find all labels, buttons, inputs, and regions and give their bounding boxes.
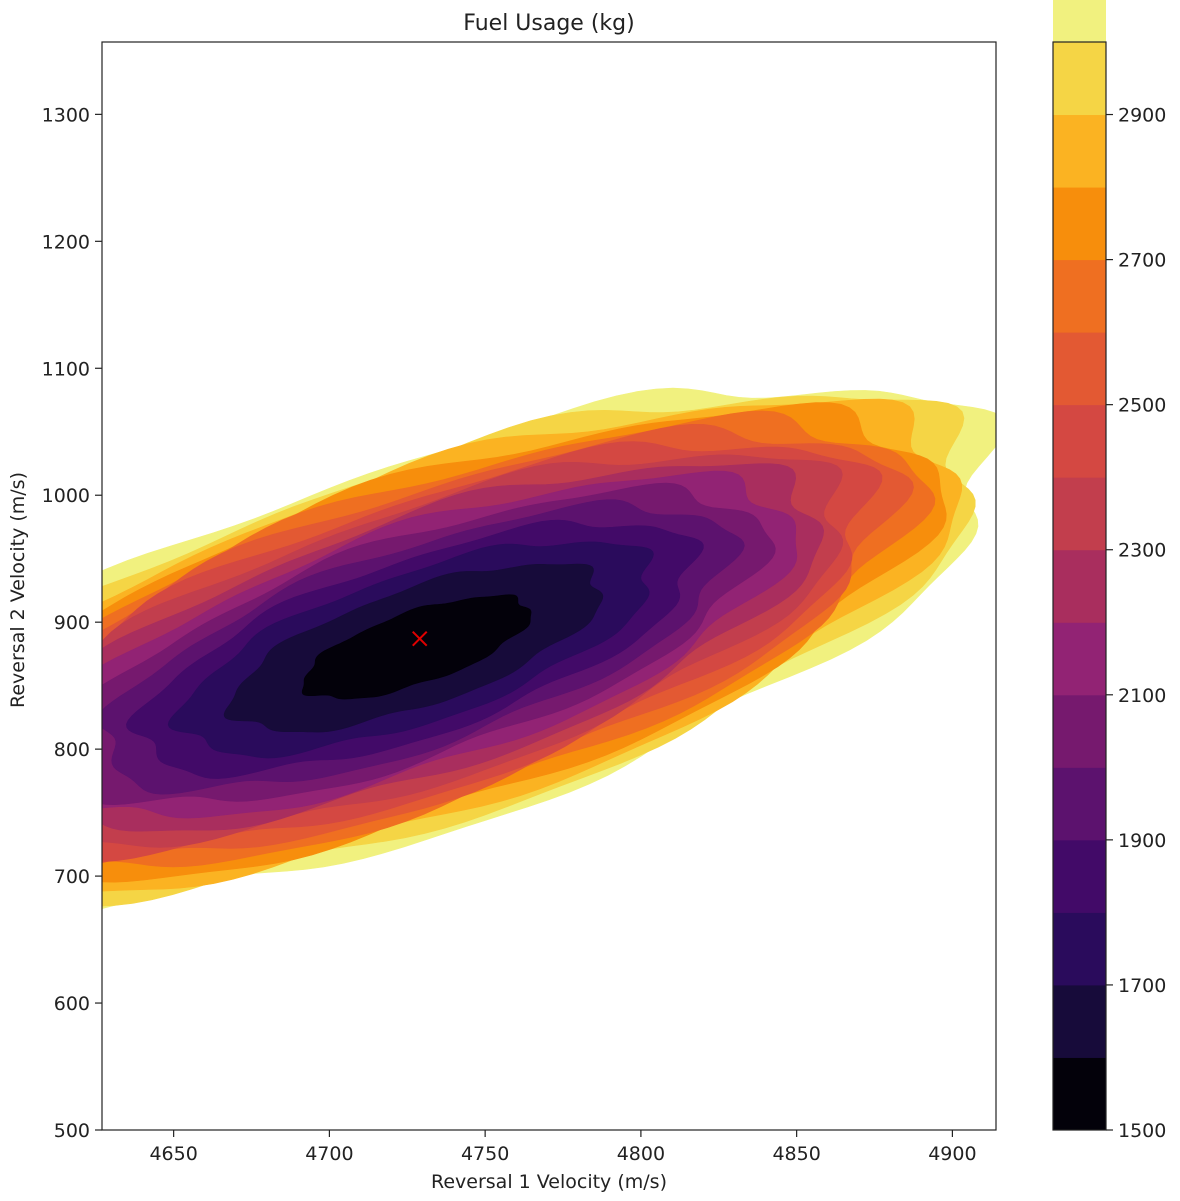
minimum-marker [412,630,428,647]
colorbar-band [1053,404,1106,478]
x-tick-label: 4700 [305,1143,353,1165]
x-tick-label: 4650 [149,1143,197,1165]
colorbar-bands [1053,0,1106,1131]
colorbar-band [1053,187,1106,261]
colorbar-ticks: 1500 1700 1900 2100 2300 2500 2700 2900 [1106,105,1166,1142]
minimum-marker-stroke-b [412,630,428,647]
colorbar-band [1053,332,1106,406]
y-tick-label: 1100 [42,358,90,380]
x-tick-label: 4800 [617,1143,665,1165]
x-tick-label: 4900 [928,1143,976,1165]
colorbar-band [1053,1057,1106,1131]
plot-area [101,41,997,1131]
plot-frame [101,41,997,1131]
y-tick-label: 1200 [42,231,90,253]
colorbar-band [1053,114,1106,188]
y-tick-label: 700 [54,866,90,888]
y-tick-label: 600 [54,993,90,1015]
y-tick-label: 500 [54,1120,90,1142]
colorbar-band [1053,984,1106,1058]
colorbar-tick-label: 2900 [1118,105,1166,127]
x-tick-label: 4750 [461,1143,509,1165]
colorbar: 1500 1700 1900 2100 2300 2500 2700 2900 [1052,0,1166,1142]
x-tick-label: 4850 [772,1143,820,1165]
colorbar-band [1053,622,1106,696]
y-axis-label: Reversal 2 Velocity (m/s) [7,472,29,708]
colorbar-tick-label: 1700 [1118,975,1166,997]
contour-band-1600 [301,594,532,700]
colorbar-band [1053,259,1106,333]
colorbar-band [1053,767,1106,841]
colorbar-tick-label: 1900 [1118,830,1166,852]
y-tick-label: 1300 [42,104,90,126]
colorbar-tick-label: 2500 [1118,395,1166,417]
colorbar-band [1053,42,1106,116]
colorbar-band [1053,839,1106,913]
x-axis-ticks: 4650 4700 4750 4800 4850 4900 [149,1130,977,1165]
colorbar-band [1053,912,1106,986]
y-axis-ticks: 500 600 700 800 900 1000 1100 1200 1300 [42,104,102,1142]
y-tick-label: 1000 [42,485,90,507]
contour-bands [102,387,996,909]
colorbar-tick-label: 1500 [1118,1120,1166,1142]
colorbar-tick-label: 2700 [1118,250,1166,272]
colorbar-tick-label: 2100 [1118,685,1166,707]
colorbar-band [1053,694,1106,768]
colorbar-band [1053,549,1106,623]
y-tick-label: 900 [54,612,90,634]
colorbar-frame [1052,41,1107,1131]
y-tick-label: 800 [54,739,90,761]
x-axis-label: Reversal 1 Velocity (m/s) [431,1171,667,1193]
chart-title: Fuel Usage (kg) [463,11,634,36]
colorbar-band [1053,0,1106,43]
colorbar-band [1053,477,1106,551]
colorbar-tick-label: 2300 [1118,540,1166,562]
